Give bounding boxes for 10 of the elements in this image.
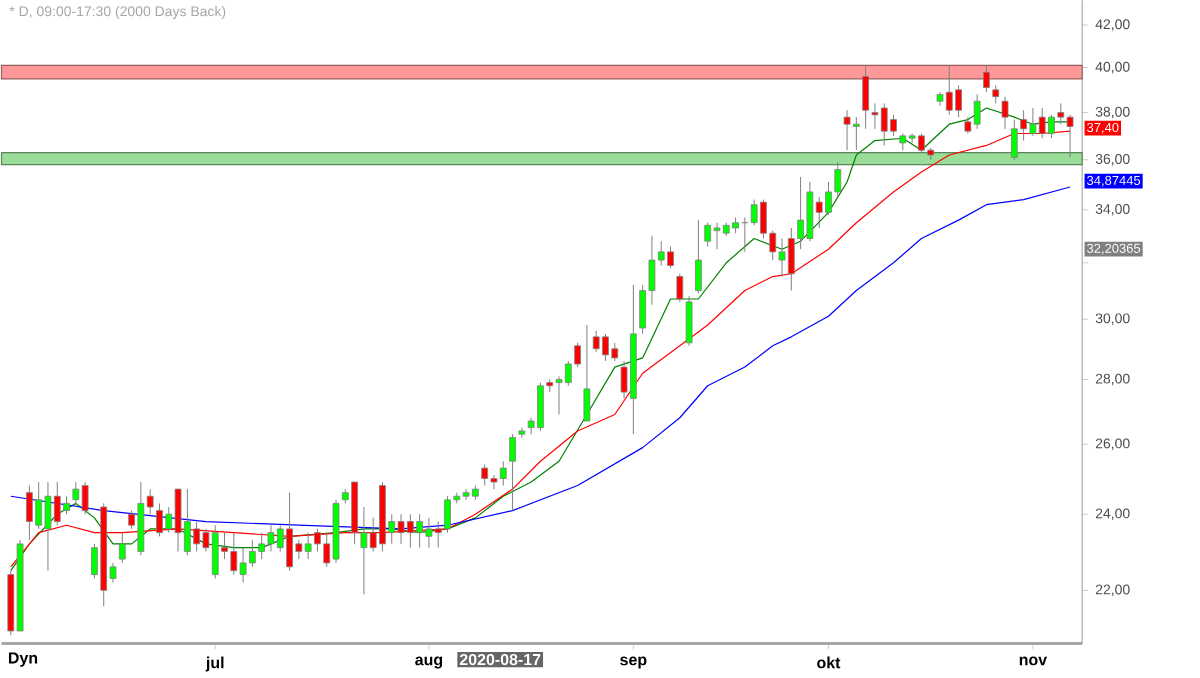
candlestick bbox=[695, 219, 702, 294]
candlestick bbox=[862, 64, 870, 130]
candlestick bbox=[1001, 96, 1009, 130]
candlestick bbox=[118, 532, 126, 564]
candlestick bbox=[685, 295, 693, 347]
candlestick bbox=[509, 433, 516, 512]
candlestick bbox=[676, 273, 684, 303]
candlestick bbox=[583, 324, 591, 422]
candlestick bbox=[983, 64, 990, 93]
candlestick bbox=[992, 84, 1000, 104]
